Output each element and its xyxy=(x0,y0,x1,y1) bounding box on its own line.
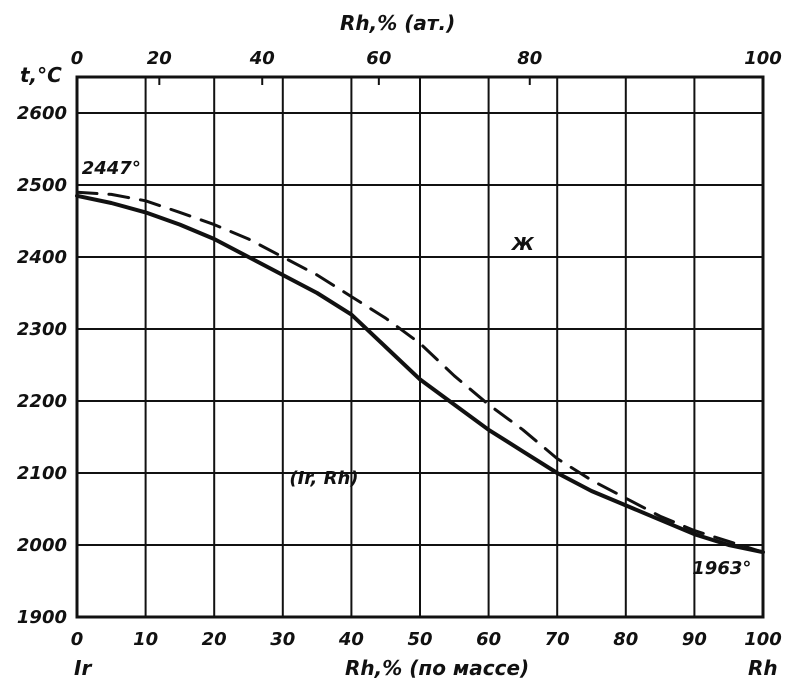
top-tick-label: 100 xyxy=(744,48,782,69)
x-tick-label: 90 xyxy=(682,629,707,650)
top-axis-label: Rh,% (ат.) xyxy=(340,11,455,35)
x-tick-label: 60 xyxy=(476,629,501,650)
y-axis-label: t,°C xyxy=(20,63,62,87)
annotation-label: 1963° xyxy=(692,558,751,579)
x-tick-label: 20 xyxy=(202,629,227,650)
y-tick-label: 2300 xyxy=(17,319,67,340)
x-tick-label: 40 xyxy=(338,629,364,650)
y-tick-label: 2400 xyxy=(17,247,67,268)
y-tick-label: 2500 xyxy=(17,175,67,196)
annotation-label: 2447° xyxy=(82,158,141,179)
y-tick-label: 2000 xyxy=(17,535,67,556)
y-tick-label: 2600 xyxy=(17,103,67,124)
x-axis-left-label: Ir xyxy=(74,656,92,680)
x-tick-label: 80 xyxy=(613,629,638,650)
top-tick-label: 40 xyxy=(249,48,275,69)
annotations: 2447° Ж (Ir, Rh) 1963° xyxy=(82,158,752,579)
grid xyxy=(76,77,764,618)
x-tick-label: 10 xyxy=(133,629,158,650)
tick-labels: 0 10 20 30 40 50 60 70 80 90 100 1900 2000 2100 2200 23… xyxy=(17,48,782,650)
annotation-label: Ж xyxy=(510,234,535,255)
top-tick-label: 0 xyxy=(71,48,84,69)
top-tick-label: 80 xyxy=(517,48,542,69)
top-tick-label: 60 xyxy=(366,48,391,69)
annotation-label: (Ir, Rh) xyxy=(289,468,358,489)
x-tick-label: 70 xyxy=(545,629,570,650)
plot-frame xyxy=(75,75,765,619)
x-tick-label: 0 xyxy=(71,629,84,650)
x-tick-label: 30 xyxy=(270,629,295,650)
axis-labels: t,°C Rh,% (ат.) Rh,% (по массе) Ir Rh xyxy=(20,11,778,680)
plot-border xyxy=(75,75,765,619)
series-layer xyxy=(75,190,765,555)
x-tick-label: 100 xyxy=(744,629,782,650)
x-tick-label: 50 xyxy=(407,629,432,650)
solidus-line xyxy=(75,193,765,555)
x-axis-right-label: Rh xyxy=(748,656,778,680)
top-tick-label: 20 xyxy=(147,48,172,69)
x-axis-label: Rh,% (по массе) xyxy=(345,656,529,680)
y-tick-label: 1900 xyxy=(17,607,67,628)
y-tick-label: 2200 xyxy=(17,391,67,412)
y-tick-label: 2100 xyxy=(17,463,67,484)
